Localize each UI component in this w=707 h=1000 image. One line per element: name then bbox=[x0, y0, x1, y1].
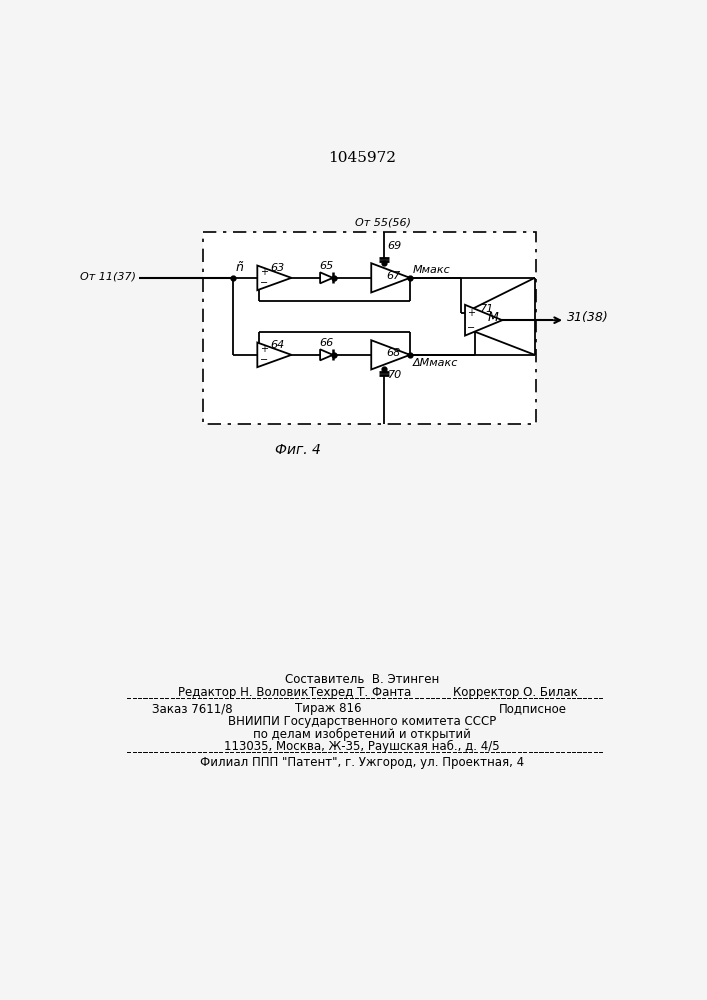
Text: Заказ 7611/8: Заказ 7611/8 bbox=[152, 702, 233, 715]
Text: Ммакс: Ммакс bbox=[412, 265, 450, 275]
Text: ñ: ñ bbox=[235, 261, 243, 274]
Text: М: М bbox=[488, 311, 498, 324]
Text: ВНИИПИ Государственного комитета СССР: ВНИИПИ Государственного комитета СССР bbox=[228, 715, 496, 728]
Polygon shape bbox=[465, 305, 502, 336]
Polygon shape bbox=[371, 263, 410, 292]
Text: 63: 63 bbox=[270, 263, 285, 273]
Text: по делам изобретений и открытий: по делам изобретений и открытий bbox=[253, 728, 471, 741]
Text: От 11(37): От 11(37) bbox=[80, 271, 136, 281]
Text: Подписное: Подписное bbox=[499, 702, 567, 715]
Polygon shape bbox=[257, 266, 291, 290]
Polygon shape bbox=[257, 343, 291, 367]
Text: 67: 67 bbox=[387, 271, 401, 281]
Polygon shape bbox=[320, 349, 333, 360]
Text: Тираж 816: Тираж 816 bbox=[296, 702, 362, 715]
Text: 70: 70 bbox=[387, 370, 402, 380]
Text: 64: 64 bbox=[270, 340, 285, 350]
Text: 69: 69 bbox=[387, 241, 402, 251]
Text: −: − bbox=[260, 355, 269, 365]
Text: Филиал ППП "Патент", г. Ужгород, ул. Проектная, 4: Филиал ППП "Патент", г. Ужгород, ул. Про… bbox=[200, 756, 524, 769]
Text: ΔМмакс: ΔМмакс bbox=[412, 358, 457, 368]
Text: 71: 71 bbox=[480, 304, 495, 314]
Text: 66: 66 bbox=[319, 338, 334, 348]
Text: От 55(56): От 55(56) bbox=[355, 218, 411, 228]
Text: 1045972: 1045972 bbox=[328, 151, 396, 165]
Text: +: + bbox=[467, 308, 475, 318]
Text: 113035, Москва, Ж-35, Раушская наб., д. 4/5: 113035, Москва, Ж-35, Раушская наб., д. … bbox=[224, 740, 500, 753]
Bar bbox=[203, 232, 537, 424]
Polygon shape bbox=[371, 340, 410, 369]
Polygon shape bbox=[320, 272, 333, 283]
Text: +: + bbox=[260, 267, 268, 277]
Text: 68: 68 bbox=[387, 348, 401, 358]
Text: Редактор Н. Воловик: Редактор Н. Воловик bbox=[177, 686, 308, 699]
Text: 65: 65 bbox=[319, 261, 334, 271]
Text: Корректор О. Билак: Корректор О. Билак bbox=[452, 686, 578, 699]
Text: 31(38): 31(38) bbox=[567, 311, 609, 324]
Text: Фиг. 4: Фиг. 4 bbox=[275, 443, 320, 457]
Text: −: − bbox=[467, 323, 475, 333]
Text: −: − bbox=[260, 278, 269, 288]
Text: +: + bbox=[260, 344, 268, 354]
Text: Составитель  В. Этинген: Составитель В. Этинген bbox=[285, 673, 439, 686]
Text: Техред Т. Фанта: Техред Т. Фанта bbox=[309, 686, 411, 699]
